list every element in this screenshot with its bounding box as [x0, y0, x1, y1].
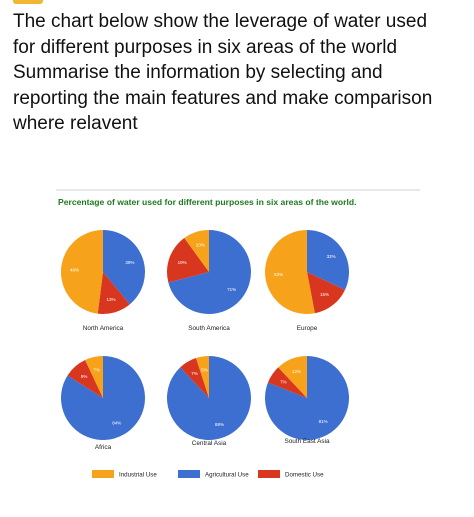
pie-slice — [85, 356, 103, 398]
prompt-line: where relavent — [13, 113, 138, 134]
slice-label: 7% — [280, 379, 287, 384]
slice-label: 5% — [201, 367, 208, 372]
pie-slice — [60, 230, 103, 314]
legend-label: Agricultural Use — [205, 472, 249, 479]
slice-label: 13% — [106, 297, 115, 302]
legend-swatch — [92, 470, 114, 478]
slice-label: 53% — [274, 272, 283, 277]
pie-slice — [168, 230, 252, 314]
pie-slice — [184, 230, 209, 272]
slice-label: 88% — [215, 422, 224, 427]
prompt-line: Summarise the information by selecting a… — [13, 62, 383, 83]
pies-layer: 39% 13% 48% North America 71% 19% 10% South Ame… — [60, 230, 350, 451]
pie-chart: 88% 7%5% Central Asia — [166, 356, 251, 447]
pie-region-label: South America — [188, 325, 230, 332]
pie-slice — [180, 358, 209, 398]
pie-chart: 81% 7% 12% South East Asia — [265, 356, 350, 445]
pie-region-label: Africa — [95, 444, 112, 451]
pie-slice — [267, 367, 307, 398]
slice-label: 7% — [94, 368, 101, 373]
pie-slice — [167, 238, 209, 283]
slice-label: 12% — [292, 369, 301, 374]
pie-slice — [103, 230, 145, 305]
slice-label: 71% — [227, 287, 236, 292]
pie-slice — [97, 272, 130, 315]
pie-chart: 84% 9% 7% Africa — [61, 356, 146, 451]
slice-label: 19% — [178, 260, 187, 265]
legend: Industrial Use Agricultural Use Domestic U… — [92, 470, 324, 479]
slice-label: 10% — [196, 242, 205, 247]
top-accent-bar — [13, 0, 43, 4]
slice-label: 84% — [112, 421, 121, 426]
chart-title: Percentage of water used for different p… — [58, 197, 356, 207]
slice-label: 15% — [320, 292, 329, 297]
pie-chart: 32% 15% 53% Europe — [265, 230, 349, 332]
slice-label: 9% — [81, 374, 88, 379]
slice-label: 48% — [70, 268, 79, 273]
pie-region-label: Central Asia — [192, 440, 227, 447]
pie-slice — [61, 356, 146, 440]
pie-region-label: South East Asia — [284, 438, 330, 445]
pie-slice — [67, 360, 103, 398]
slice-label: 39% — [125, 260, 134, 265]
slice-label: 81% — [319, 419, 328, 424]
slice-label: 32% — [327, 254, 336, 259]
pie-slice — [196, 356, 209, 398]
pie-slice — [166, 356, 251, 440]
legend-swatch — [178, 470, 200, 478]
pie-region-label: North America — [83, 325, 124, 332]
legend-label: Industrial Use — [119, 472, 157, 479]
prompt-line: for different purposes in six areas of t… — [13, 36, 398, 58]
pie-region-label: Europe — [297, 325, 318, 332]
legend-label: Domestic Use — [285, 472, 324, 479]
prompt-line: reporting the main features and make com… — [13, 87, 433, 109]
pie-slice — [265, 356, 350, 441]
prompt-line: The chart below show the leverage of wat… — [13, 11, 428, 32]
task-prompt: The chart below show the leverage of wat… — [13, 9, 463, 137]
slice-label: 7% — [191, 371, 198, 376]
pie-chart: 39% 13% 48% North America — [60, 230, 145, 332]
legend-swatch — [258, 470, 280, 478]
pie-slice — [307, 272, 345, 314]
pie-chart: 71% 19% 10% South America — [167, 230, 252, 332]
pie-slice — [265, 230, 315, 314]
pie-slice — [278, 356, 307, 398]
pie-slice — [307, 230, 349, 290]
